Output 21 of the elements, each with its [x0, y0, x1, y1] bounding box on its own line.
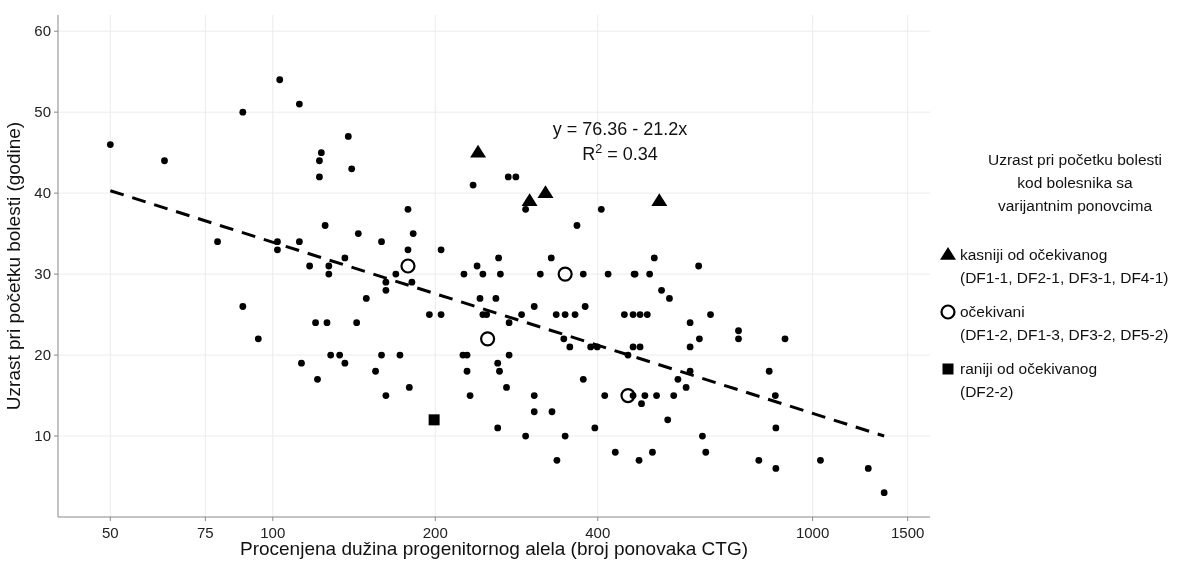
legend-label: očekivani (DF1-2, DF1-3, DF3-2, DF5-2) — [960, 303, 1169, 343]
y-tick-label: 10 — [34, 427, 51, 445]
y-tick-label: 40 — [34, 184, 51, 202]
y-tick-label: 20 — [34, 346, 51, 364]
legend-label: raniji od očekivanog (DF2-2) — [960, 360, 1098, 400]
x-tick-label: 400 — [585, 524, 611, 541]
annotation: R$^{2}$ = 0.34 — [582, 142, 658, 164]
y-tick-label: 30 — [34, 265, 51, 283]
x-tick-label: 50 — [101, 524, 119, 541]
x-tick-label: 1500 — [890, 524, 925, 541]
legend-title: Uzrast pri početku bolesti kod bolesnika sa varijantnim ponovcima — [987, 151, 1163, 214]
x-tick-label: 1000 — [795, 524, 830, 541]
x-tick-label: 100 — [260, 524, 286, 541]
y-tick-label: 60 — [34, 22, 51, 40]
x-axis-title: Procenjena dužina progenitornog alela (broj ponovaka CTG) — [239, 538, 749, 559]
legend-label: kasniji od očekivanog (DF1-1, DF2-1, DF3-1, DF4-1) — [960, 246, 1169, 286]
y-axis-title: Uzrast pri početku bolesti (godine) — [3, 121, 24, 411]
x-tick-label: 75 — [197, 524, 214, 541]
x-tick-label: 200 — [422, 524, 448, 541]
y-tick-label: 50 — [34, 103, 51, 121]
annotation: y = 76.36 - 21.2x — [552, 119, 688, 139]
